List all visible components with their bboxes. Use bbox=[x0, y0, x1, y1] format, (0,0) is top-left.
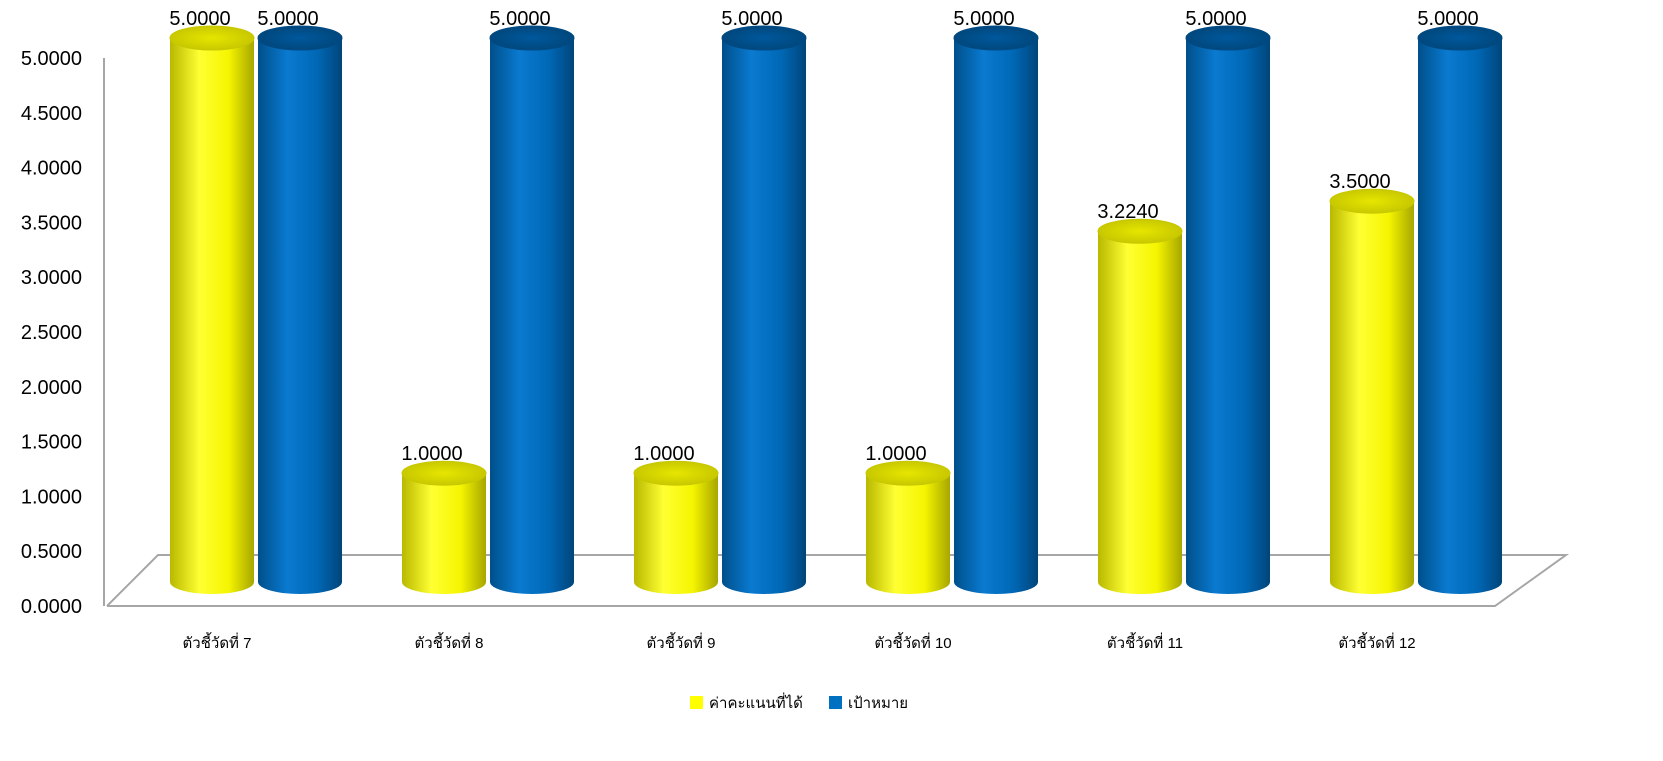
bar-top bbox=[1185, 25, 1271, 51]
data-label: 1.0000 bbox=[865, 443, 926, 465]
bar-body bbox=[402, 473, 486, 594]
floor-outline bbox=[106, 554, 1570, 607]
bar-top bbox=[633, 460, 719, 486]
y-tick-label: 0.0000 bbox=[21, 596, 82, 618]
bar-top bbox=[257, 25, 343, 51]
bar-body bbox=[1418, 38, 1502, 594]
bar-score-0 bbox=[169, 25, 255, 594]
bar-top bbox=[169, 25, 255, 51]
bar-score-1 bbox=[401, 460, 487, 594]
y-tick-label: 3.5000 bbox=[21, 212, 82, 234]
data-label: 5.0000 bbox=[169, 8, 230, 30]
bar-body bbox=[1330, 201, 1414, 594]
bar-score-2 bbox=[633, 460, 719, 594]
y-tick-label: 4.0000 bbox=[21, 158, 82, 180]
data-label: 1.0000 bbox=[633, 443, 694, 465]
data-label: 5.0000 bbox=[1185, 8, 1246, 30]
y-tick-label: 1.5000 bbox=[21, 432, 82, 454]
bar-top bbox=[489, 25, 575, 51]
y-tick-label: 5.0000 bbox=[21, 48, 82, 70]
data-label: 3.5000 bbox=[1329, 171, 1390, 193]
bar-body bbox=[954, 38, 1038, 594]
y-tick-label: 4.5000 bbox=[21, 103, 82, 125]
bar-top bbox=[721, 25, 807, 51]
x-tick-label: ตัวชี้วัดที่ 12 bbox=[1338, 632, 1415, 652]
legend-label: ค่าคะแนนที่ได้ bbox=[709, 692, 803, 712]
bar-body bbox=[722, 38, 806, 594]
bar-body bbox=[1186, 38, 1270, 594]
bar-body bbox=[490, 38, 574, 594]
bar-body bbox=[634, 473, 718, 594]
data-label: 5.0000 bbox=[1417, 8, 1478, 30]
x-tick-label: ตัวชี้วัดที่ 9 bbox=[647, 632, 716, 652]
bar-target-3 bbox=[953, 25, 1039, 594]
bar-body bbox=[1098, 231, 1182, 594]
bar-target-4 bbox=[1185, 25, 1271, 594]
bar-body bbox=[170, 38, 254, 594]
bar-top bbox=[865, 460, 951, 486]
bar-score-5 bbox=[1329, 188, 1415, 594]
data-label: 5.0000 bbox=[257, 8, 318, 30]
data-label: 5.0000 bbox=[953, 8, 1014, 30]
x-tick-label: ตัวชี้วัดที่ 8 bbox=[415, 632, 484, 652]
legend-swatch bbox=[690, 696, 703, 709]
data-labels: 5.0000 5.0000 1.0000 5.0000 1.0000 5.0000 1.00… bbox=[169, 8, 1478, 465]
bar-top bbox=[1417, 25, 1503, 51]
bars bbox=[169, 25, 1503, 594]
y-tick-label: 1.0000 bbox=[21, 486, 82, 508]
x-tick-label: ตัวชี้วัดที่ 7 bbox=[183, 632, 252, 652]
data-label: 1.0000 bbox=[401, 443, 462, 465]
data-label: 5.0000 bbox=[489, 8, 550, 30]
bar-target-1 bbox=[489, 25, 575, 594]
legend-swatch bbox=[829, 696, 842, 709]
bar-body bbox=[258, 38, 342, 594]
legend-item-target: เป้าหมาย bbox=[829, 695, 908, 712]
bar-top bbox=[1329, 188, 1415, 214]
bar-body bbox=[866, 473, 950, 594]
y-tick-label: 2.0000 bbox=[21, 377, 82, 399]
bar-top bbox=[953, 25, 1039, 51]
bar-top bbox=[1097, 218, 1183, 244]
data-label: 3.2240 bbox=[1097, 201, 1158, 223]
bar-top bbox=[401, 460, 487, 486]
bar-score-3 bbox=[865, 460, 951, 594]
legend: ค่าคะแนนที่ได้ เป้าหมาย bbox=[690, 692, 908, 712]
legend-item-score: ค่าคะแนนที่ได้ bbox=[690, 692, 803, 712]
x-axis: ตัวชี้วัดที่ 7 ตัวชี้วัดที่ 8 ตัวชี้วัดที่… bbox=[183, 632, 1416, 652]
bar-score-4 bbox=[1097, 218, 1183, 594]
chart-floor bbox=[106, 554, 1570, 607]
x-tick-label: ตัวชี้วัดที่ 10 bbox=[874, 632, 951, 652]
data-label: 5.0000 bbox=[721, 8, 782, 30]
legend-label: เป้าหมาย bbox=[848, 695, 908, 712]
bar-target-5 bbox=[1417, 25, 1503, 594]
y-tick-label: 3.0000 bbox=[21, 267, 82, 289]
x-tick-label: ตัวชี้วัดที่ 11 bbox=[1107, 632, 1183, 652]
bar-target-2 bbox=[721, 25, 807, 594]
y-tick-label: 2.5000 bbox=[21, 322, 82, 344]
y-axis: 0.0000 0.5000 1.0000 1.5000 2.0000 2.5000 3.00… bbox=[21, 48, 105, 618]
bar-target-0 bbox=[257, 25, 343, 594]
y-tick-label: 0.5000 bbox=[21, 541, 82, 563]
